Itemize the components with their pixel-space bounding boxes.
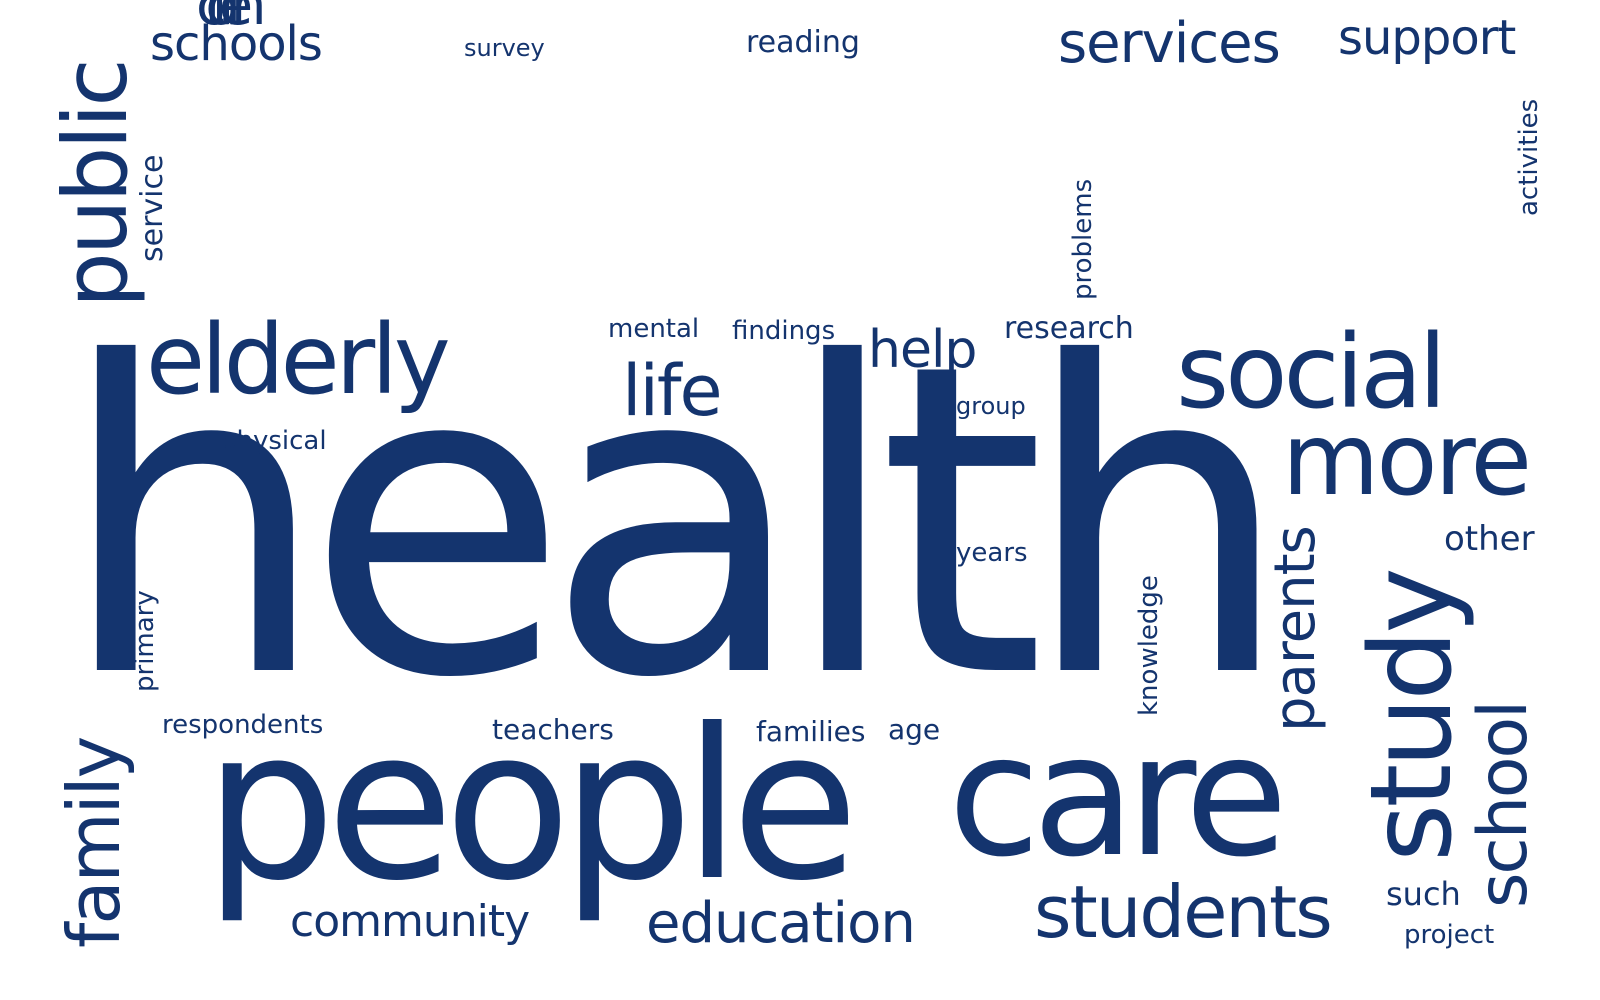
- word-group: group: [956, 392, 1026, 420]
- word-care: care: [948, 698, 1288, 894]
- word-years: years: [956, 538, 1028, 568]
- word-such: such: [1386, 875, 1461, 913]
- word-education: education: [646, 891, 916, 956]
- word-study: study: [1347, 571, 1477, 862]
- word-survey: survey: [464, 34, 545, 62]
- word-community: community: [290, 896, 530, 947]
- word-teachers: teachers: [492, 713, 614, 746]
- word-respondents: respondents: [162, 710, 324, 740]
- word-health: health: [58, 273, 1293, 771]
- word-research: research: [1004, 311, 1134, 346]
- word-age: age: [888, 713, 941, 746]
- word-students: students: [1034, 870, 1333, 954]
- word-support: support: [1338, 10, 1516, 66]
- word-families: families: [756, 715, 866, 748]
- word-family: family: [52, 737, 136, 948]
- word-knowledge: knowledge: [1134, 575, 1164, 716]
- word-help: help: [868, 320, 977, 380]
- word-project: project: [1404, 920, 1495, 950]
- word-elderly: elderly: [146, 304, 451, 416]
- word-more: more: [1282, 401, 1532, 518]
- word-services: services: [1058, 11, 1281, 76]
- word-public: public: [44, 61, 147, 308]
- word-physical: physical: [220, 426, 327, 456]
- word-people: people: [204, 685, 859, 927]
- word-social: social: [1176, 313, 1447, 432]
- word-school: school: [1464, 701, 1543, 908]
- word-life: life: [622, 350, 723, 432]
- word-other: other: [1444, 519, 1535, 559]
- word-schools: schools: [150, 16, 323, 72]
- word-parents: parents: [1263, 526, 1328, 732]
- word-mental: mental: [608, 314, 700, 344]
- word-problems: problems: [1068, 178, 1098, 300]
- word-reading: reading: [746, 25, 860, 60]
- word-service: service: [135, 154, 170, 262]
- word-findings: findings: [732, 316, 836, 346]
- word-activities: activities: [1514, 98, 1544, 216]
- word-primary: primary: [130, 590, 160, 692]
